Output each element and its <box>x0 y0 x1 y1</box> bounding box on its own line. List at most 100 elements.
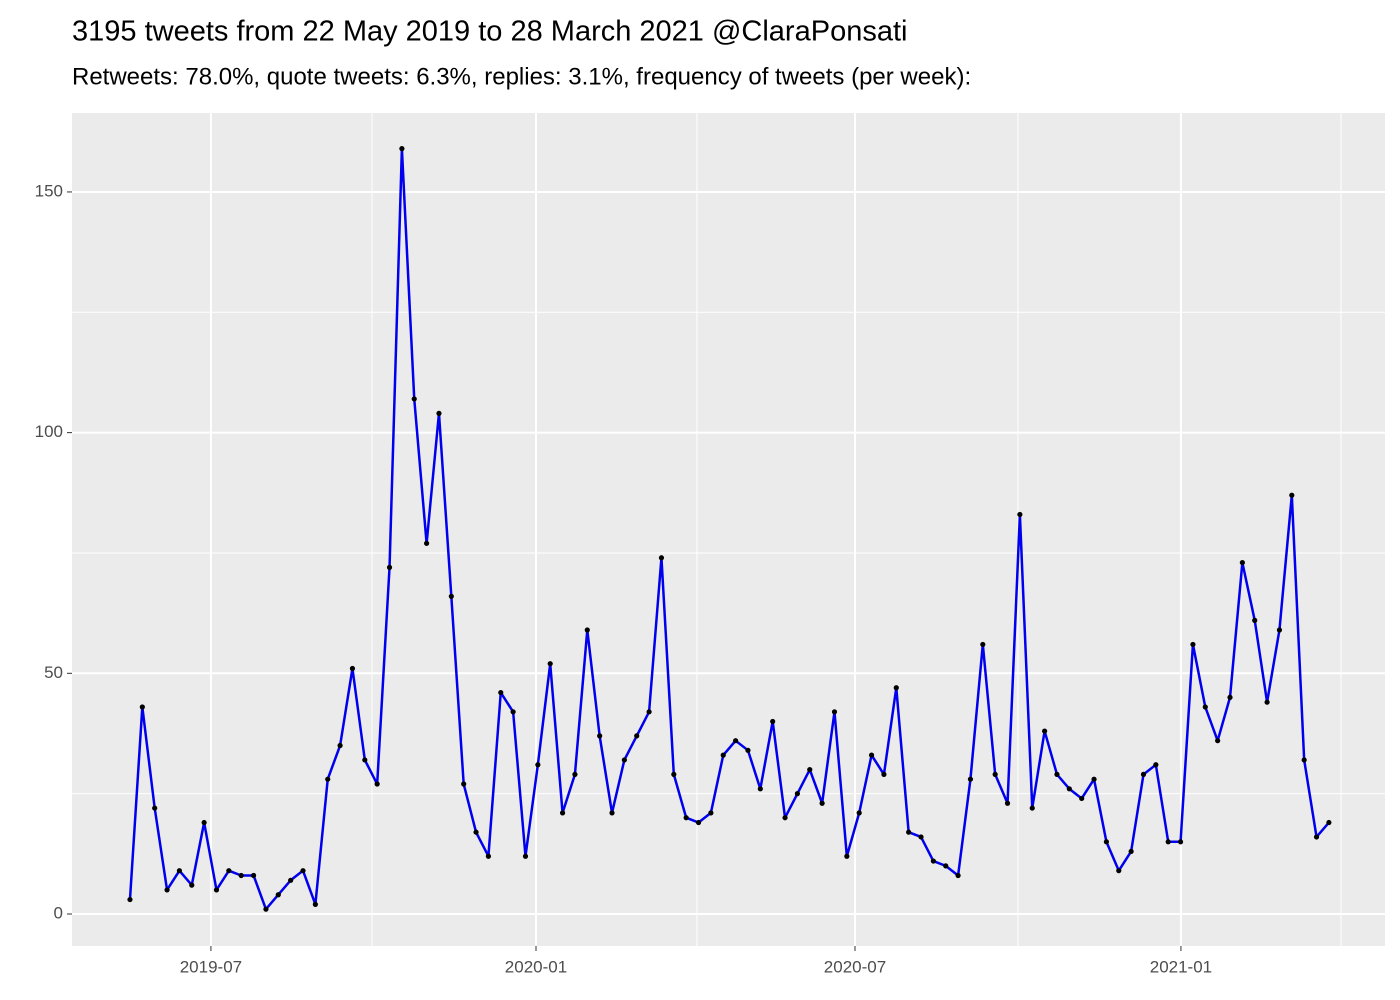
point <box>572 771 578 777</box>
point <box>139 704 145 710</box>
point <box>263 906 269 912</box>
point <box>807 766 813 773</box>
point <box>1202 704 1208 710</box>
point <box>955 872 961 879</box>
point <box>621 757 627 763</box>
point <box>584 627 590 633</box>
point <box>485 853 492 859</box>
point <box>1252 617 1258 623</box>
chart-title: 3195 tweets from 22 May 2019 to 28 March… <box>72 16 907 48</box>
point <box>461 781 467 787</box>
x-tick-label: 2020-07 <box>824 957 886 976</box>
point <box>424 540 430 546</box>
point <box>1264 699 1270 705</box>
point <box>362 757 368 763</box>
point <box>1239 559 1245 566</box>
point <box>1091 776 1097 782</box>
point <box>918 834 924 840</box>
point <box>226 868 232 874</box>
point <box>980 641 986 648</box>
point <box>1004 800 1011 806</box>
point <box>349 665 356 672</box>
point <box>1029 805 1035 811</box>
point <box>906 829 912 835</box>
point <box>201 819 207 826</box>
point <box>1289 492 1295 498</box>
point <box>794 791 801 797</box>
point <box>312 901 318 907</box>
point <box>992 771 998 777</box>
point <box>1165 839 1171 845</box>
point <box>868 752 875 758</box>
point <box>844 853 850 859</box>
point <box>213 887 220 893</box>
point <box>547 661 553 667</box>
chart-subtitle: Retweets: 78.0%, quote tweets: 6.3%, rep… <box>72 63 971 90</box>
point <box>893 685 899 691</box>
point <box>152 805 158 811</box>
point <box>386 564 393 571</box>
point <box>930 858 936 864</box>
y-tick-label: 50 <box>44 663 63 682</box>
point <box>127 896 133 903</box>
point <box>300 868 306 874</box>
point <box>535 762 541 768</box>
point <box>473 829 479 835</box>
point <box>708 810 714 816</box>
point <box>374 781 380 787</box>
point <box>881 771 887 777</box>
point <box>275 892 281 898</box>
point <box>288 877 294 883</box>
line <box>128 147 1330 911</box>
point <box>819 800 825 806</box>
point <box>325 776 331 782</box>
point <box>733 738 739 744</box>
point <box>1276 627 1283 633</box>
point <box>671 771 677 777</box>
point <box>757 786 763 792</box>
point <box>510 709 516 715</box>
panel <box>72 113 1385 946</box>
point <box>164 887 170 893</box>
point <box>337 742 343 749</box>
point <box>943 863 949 869</box>
point <box>238 872 244 879</box>
point <box>250 872 257 879</box>
point <box>1313 834 1320 840</box>
point <box>1326 819 1332 826</box>
point <box>1054 771 1060 777</box>
point <box>770 718 776 725</box>
point <box>1177 839 1184 845</box>
point <box>658 555 665 561</box>
point <box>720 752 726 758</box>
point <box>1066 786 1072 792</box>
point <box>559 810 566 816</box>
point <box>411 396 417 402</box>
point <box>448 593 454 599</box>
y-tick-label: 150 <box>35 181 63 200</box>
point <box>522 853 529 859</box>
point <box>1301 757 1307 763</box>
point <box>1042 728 1048 734</box>
point <box>1190 641 1196 648</box>
point <box>1153 762 1159 768</box>
point <box>1140 771 1147 777</box>
point <box>436 410 442 416</box>
y-tick-label: 0 <box>54 903 63 922</box>
x-tick-label: 2020-01 <box>505 957 567 976</box>
x-tick-label: 2021-01 <box>1150 957 1212 976</box>
point <box>745 747 751 753</box>
point <box>176 868 183 874</box>
point <box>1215 738 1221 744</box>
point <box>189 882 195 888</box>
point <box>1103 839 1110 845</box>
point <box>1227 694 1233 700</box>
y-tick-label: 100 <box>35 422 63 441</box>
point <box>695 819 702 826</box>
point <box>646 709 652 715</box>
point <box>782 815 788 821</box>
point <box>967 776 974 782</box>
point <box>399 146 405 152</box>
